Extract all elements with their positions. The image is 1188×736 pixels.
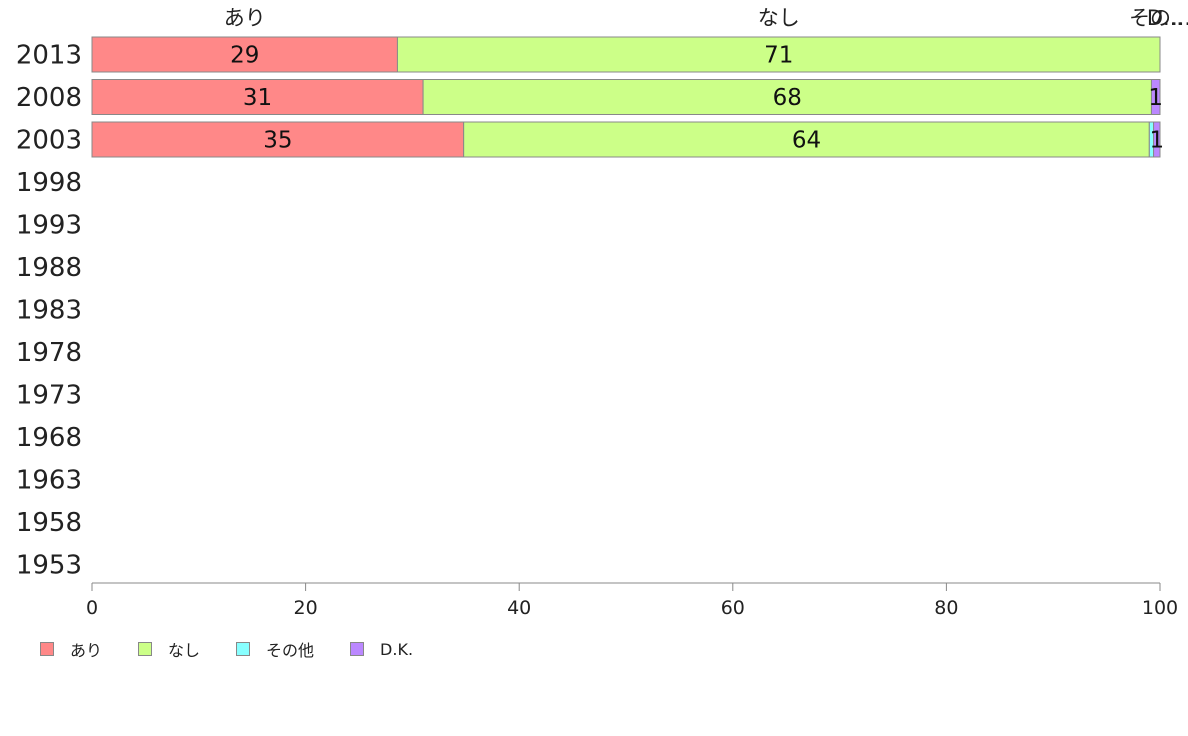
y-tick-label: 1993 [16,211,82,241]
x-tick-label: 100 [1142,597,1178,619]
legend-item: あり [40,637,102,661]
y-tick-label: 1978 [16,338,82,368]
y-tick-label: 1998 [16,168,82,198]
legend-swatch [40,642,54,656]
y-tick-label: 1958 [16,508,82,538]
legend-swatch [350,642,365,656]
legend-label: その他 [266,641,315,660]
legend-item: なし [138,637,200,661]
y-tick-label: 2013 [16,41,82,71]
legend-label: あり [70,641,103,660]
x-tick-label: 60 [721,597,745,619]
bars: 29 71 31 68 1 35 64 1 [91,36,1164,158]
y-tick-label: 2003 [16,126,82,156]
legend-label: D.K. [380,639,414,659]
x-tick-label: 0 [86,597,98,619]
bar-segment [91,36,398,73]
top-category-label: なし [758,6,800,30]
legend: あり なし その他 D.K. [40,637,449,661]
data-label: 71 [764,43,793,69]
x-tick-label: 20 [294,597,318,619]
legend-swatch [138,642,153,656]
top-category-label: あり [224,6,266,30]
bar-segment [91,121,465,158]
y-tick-label: 1973 [16,381,82,411]
y-tick-label: 2008 [16,83,82,113]
top-category-label: その... [1129,6,1188,30]
y-axis-labels: 2013 2008 2003 1998 1993 1988 1983 1978 1973 1968… [16,41,82,581]
x-tick-label: 40 [507,597,531,619]
y-tick-label: 1988 [16,253,82,283]
data-label: 31 [243,85,272,111]
legend-item: その他 [236,637,314,661]
top-category-label: D... [1147,6,1183,30]
x-axis: 0 20 40 60 80 100 [86,582,1178,619]
y-tick-label: 1953 [16,551,82,581]
data-label: 68 [773,85,802,111]
data-label: 29 [230,43,259,69]
x-tick-label: 80 [934,597,958,619]
y-tick-label: 1963 [16,466,82,496]
data-label: 35 [263,128,292,154]
bar-segment [422,79,1152,115]
y-tick-label: 1983 [16,296,82,326]
data-label: 64 [792,128,821,154]
bar-segment [463,121,1150,158]
data-label: 1 [1149,128,1164,154]
y-tick-label: 1968 [16,423,82,453]
bar-segment [1150,79,1161,115]
legend-item: D.K. [350,640,413,659]
bar-segment [396,36,1161,73]
legend-label: なし [168,641,201,660]
top-category-labels: あり なし その...D... [224,6,1188,30]
bar-segment [1153,121,1161,158]
legend-swatch [236,642,251,656]
bar-segment [91,79,424,115]
data-label: 1 [1148,85,1163,111]
